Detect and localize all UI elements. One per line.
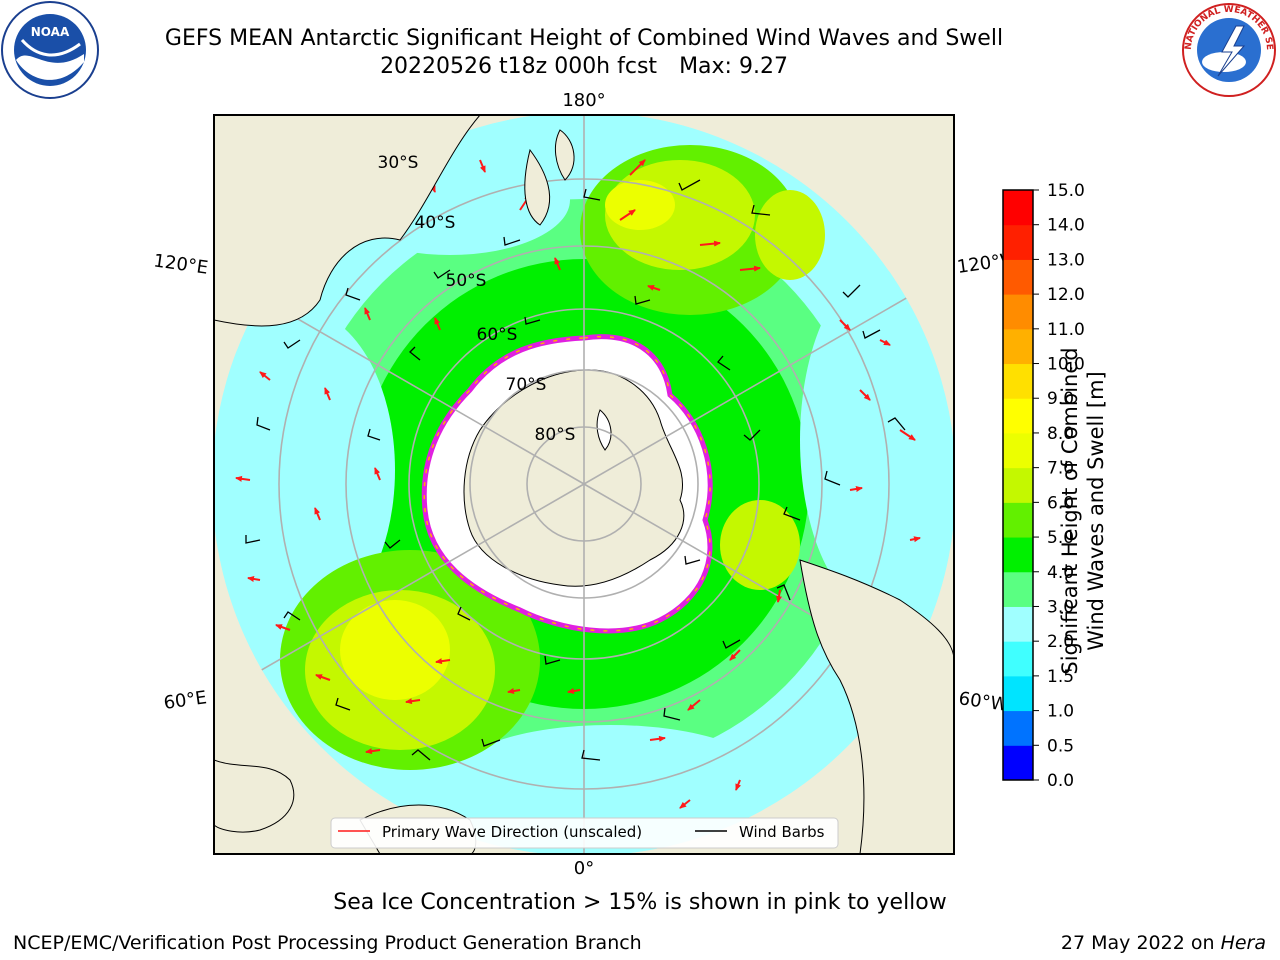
lon-label-0: 0°: [574, 858, 594, 879]
lat-label-80s: 80°S: [535, 425, 576, 445]
colorbar-tick-label: 13.0: [1047, 250, 1085, 270]
wave-direction-arrows: [235, 159, 921, 809]
colorbar-segment: [1003, 398, 1033, 434]
colorbar-tick-label: 0.5: [1047, 736, 1074, 756]
colorbar-tick-label: 1.5: [1047, 667, 1074, 687]
colorbar-tick-label: 5.0: [1047, 528, 1074, 548]
sea-ice-note: Sea Ice Concentration > 15% is shown in …: [333, 890, 947, 915]
colorbar-tick-label: 7.0: [1047, 459, 1074, 479]
footer-date-text: 27 May 2022 on: [1060, 932, 1215, 954]
legend-barb-label: Wind Barbs: [739, 823, 825, 841]
colorbar-tick-label: 10.0: [1047, 355, 1085, 375]
map-frame: [213, 114, 955, 855]
colorbar-segment: [1003, 745, 1033, 781]
colorbar-segment: [1003, 467, 1033, 503]
colorbar-segment: [1003, 502, 1033, 538]
colorbar-tick-label: 6.0: [1047, 493, 1074, 513]
australia: [214, 115, 481, 327]
footer-host: Hera: [1220, 932, 1266, 954]
footer-date: 27 May 2022 on Hera: [1061, 932, 1266, 954]
wave-height-field: [214, 115, 954, 854]
colorbar-tick-label: 12.0: [1047, 285, 1085, 305]
chart-title: GEFS MEAN Antarctic Significant Height o…: [164, 26, 1004, 51]
lon-label-120e: 120°E: [152, 250, 209, 278]
colorbar-segment: [1003, 537, 1033, 573]
colorbar-segment: [1003, 328, 1033, 365]
colorbar-tick-label: 9.0: [1047, 389, 1074, 409]
colorbar-tick-label: 11.0: [1047, 320, 1085, 340]
colorbar-tick-label: 1.0: [1047, 702, 1074, 722]
run-info: 20220526 t18z 000h fcst: [380, 54, 658, 79]
lat-label-30s: 30°S: [378, 153, 419, 173]
colorbar: 0.0 0.5 1.0 1.5 2.0 3.0 4.0 5.0 6.0 7.0 8.0 9.0 10.0…: [1002, 181, 1085, 791]
colorbar-title-line2: Wind Waves and Swell [m]: [1084, 371, 1108, 651]
noaa-logo-text: NOAA: [31, 25, 70, 39]
colorbar-tick-label: 0.0: [1047, 771, 1074, 791]
colorbar-tick-label: 4.0: [1047, 563, 1074, 583]
map-legend: Primary Wave Direction (unscaled) Wind B…: [330, 817, 839, 849]
lon-label-60e: 60°E: [162, 687, 208, 714]
graticule: [214, 115, 954, 854]
colorbar-segment: [1003, 606, 1033, 642]
colorbar-segment: [1003, 294, 1033, 330]
colorbar-tick-label: 2.0: [1047, 632, 1074, 652]
colorbar-segment: [1003, 190, 1033, 226]
colorbar-tick-label: 8.0: [1047, 424, 1074, 444]
wind-barbs: [245, 179, 906, 761]
colorbar-segment: [1003, 675, 1033, 712]
colorbar-segment: [1003, 259, 1033, 295]
map-panel: 180° 0° 120°E 60°E 120°W 60°W 30°S 40°S …: [152, 90, 1019, 879]
footer-org: NCEP/EMC/Verification Post Processing Pr…: [13, 932, 642, 954]
legend-wave-label: Primary Wave Direction (unscaled): [382, 823, 642, 841]
lat-label-60s: 60°S: [477, 325, 518, 345]
colorbar-tick-label: 14.0: [1047, 216, 1085, 236]
lat-label-70s: 70°S: [506, 375, 547, 395]
lon-label-180: 180°: [562, 90, 605, 111]
colorbar-title-line1: Significant Height of Combined: [1058, 347, 1082, 675]
colorbar-title: Significant Height of Combined Wind Wave…: [1057, 311, 1109, 711]
lat-label-40s: 40°S: [415, 213, 456, 233]
colorbar-segment: [1003, 571, 1033, 607]
lat-label-50s: 50°S: [446, 271, 487, 291]
colorbar-tick-label: 15.0: [1047, 181, 1085, 201]
new-zealand: [524, 129, 575, 226]
south-america: [799, 559, 954, 854]
colorbar-segment: [1003, 710, 1033, 746]
chart-subtitle: 20220526 t18z 000h fcst Max: 9.27: [0, 54, 1168, 79]
colorbar-segment: [1003, 432, 1033, 469]
noaa-logo: NOAA: [1, 1, 99, 99]
colorbar-frame: [1002, 189, 1034, 781]
max-value: Max: 9.27: [679, 54, 788, 79]
colorbar-tick-label: 3.0: [1047, 597, 1074, 617]
colorbar-segment: [1003, 363, 1033, 399]
colorbar-segment: [1003, 641, 1033, 677]
colorbar-segment: [1003, 224, 1033, 260]
nws-logo: NATIONAL WEATHER SERVICE: [1178, 0, 1276, 97]
